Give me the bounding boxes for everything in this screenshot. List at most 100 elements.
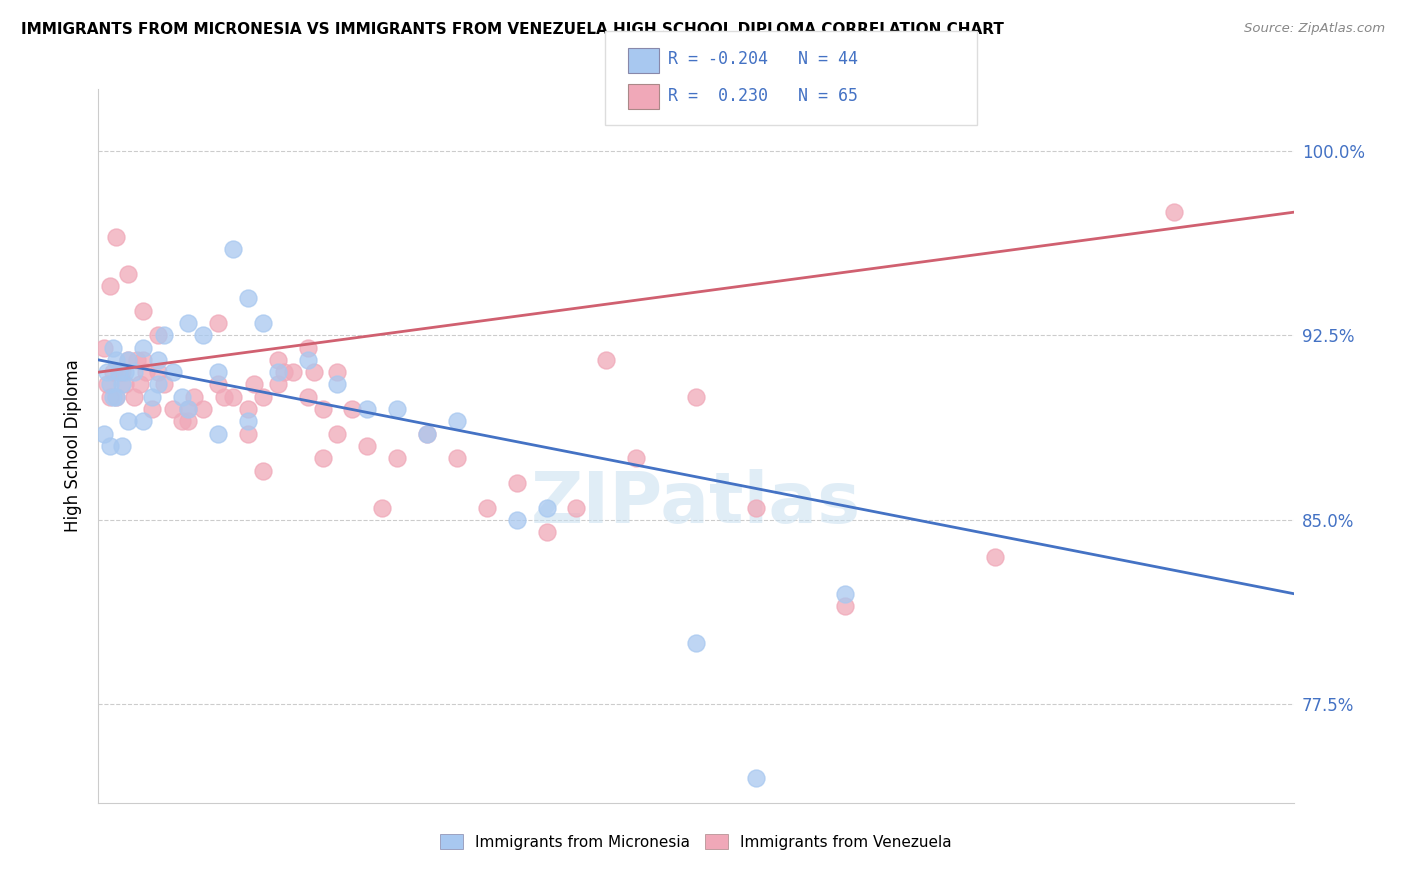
Point (243, 377, 266, 392)
Point (984, 549, 1007, 564)
Point (148, 328, 170, 343)
Point (114, 377, 136, 392)
Point (129, 377, 152, 392)
Point (267, 377, 290, 392)
Point (745, 500, 768, 515)
Point (183, 390, 205, 404)
Point (124, 365, 146, 379)
Point (834, 587, 856, 601)
Point (281, 365, 304, 379)
Point (311, 402, 333, 417)
Legend: Immigrants from Micronesia, Immigrants from Venezuela: Immigrants from Micronesia, Immigrants f… (434, 828, 957, 855)
Point (132, 303, 155, 318)
Point (108, 365, 131, 379)
Point (103, 341, 125, 355)
Point (385, 402, 409, 417)
Point (105, 390, 128, 404)
Point (162, 365, 184, 379)
Point (117, 352, 139, 367)
Point (191, 328, 214, 343)
Point (135, 365, 157, 379)
Point (132, 414, 155, 428)
Point (297, 341, 319, 355)
Point (685, 390, 707, 404)
Point (153, 328, 176, 343)
Point (252, 464, 274, 478)
Point (162, 402, 184, 417)
Point (96, 365, 118, 379)
Point (356, 439, 378, 453)
Point (141, 390, 163, 404)
Point (153, 377, 176, 392)
Point (117, 414, 139, 428)
Point (222, 390, 245, 404)
Point (207, 426, 229, 441)
Point (127, 352, 149, 367)
Point (565, 500, 588, 515)
Point (96, 377, 118, 392)
Point (236, 426, 259, 441)
Point (124, 390, 146, 404)
Point (105, 352, 128, 367)
Text: R = -0.204   N = 44: R = -0.204 N = 44 (668, 50, 858, 68)
Point (446, 414, 468, 428)
Point (172, 390, 194, 404)
Point (385, 451, 409, 466)
Text: Source: ZipAtlas.com: Source: ZipAtlas.com (1244, 22, 1385, 36)
Point (252, 390, 274, 404)
Point (111, 365, 134, 379)
Point (236, 414, 259, 428)
Point (302, 365, 325, 379)
Point (222, 242, 245, 256)
Point (111, 439, 134, 453)
Point (326, 426, 349, 441)
Text: ZIPatlas: ZIPatlas (531, 468, 860, 538)
Point (105, 390, 128, 404)
Point (207, 365, 229, 379)
Text: IMMIGRANTS FROM MICRONESIA VS IMMIGRANTS FROM VENEZUELA HIGH SCHOOL DIPLOMA CORR: IMMIGRANTS FROM MICRONESIA VS IMMIGRANTS… (21, 22, 1004, 37)
Point (267, 352, 290, 367)
Point (745, 771, 768, 785)
Point (297, 390, 319, 404)
Point (326, 377, 349, 392)
Point (98, 279, 122, 293)
Point (834, 599, 856, 613)
Point (342, 402, 364, 417)
Point (595, 352, 617, 367)
Point (98, 390, 122, 404)
Point (1163, 205, 1185, 219)
Point (356, 402, 378, 417)
Point (506, 513, 529, 527)
Point (177, 402, 200, 417)
Point (311, 451, 333, 466)
Point (536, 500, 558, 515)
Point (148, 352, 170, 367)
Text: R =  0.230   N = 65: R = 0.230 N = 65 (668, 87, 858, 105)
Point (416, 426, 439, 441)
Point (236, 291, 259, 305)
Point (111, 377, 134, 392)
Point (98, 439, 122, 453)
Point (506, 475, 529, 490)
Point (191, 402, 214, 417)
Point (172, 414, 194, 428)
Point (177, 402, 200, 417)
Point (273, 365, 295, 379)
Point (207, 316, 229, 330)
Point (446, 451, 468, 466)
Point (93, 426, 115, 441)
Point (105, 230, 128, 244)
Point (98, 377, 122, 392)
Point (252, 316, 274, 330)
Point (132, 352, 155, 367)
Point (297, 352, 319, 367)
Point (132, 341, 155, 355)
Point (685, 636, 707, 650)
Point (416, 426, 439, 441)
Point (177, 414, 200, 428)
Point (117, 352, 139, 367)
Point (114, 365, 136, 379)
Point (536, 525, 558, 540)
Point (475, 500, 498, 515)
Y-axis label: High School Diploma: High School Diploma (65, 359, 83, 533)
